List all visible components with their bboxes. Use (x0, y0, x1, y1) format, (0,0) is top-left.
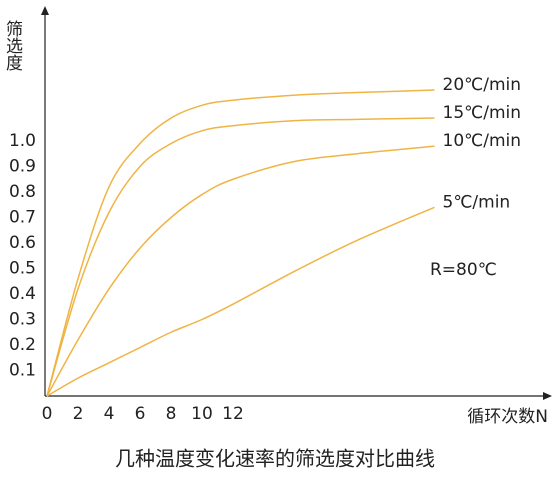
series-label: 15℃/min (443, 103, 522, 123)
series-line (46, 206, 435, 397)
y-tick-label: 0.1 (9, 361, 36, 381)
x-tick-label: 4 (104, 404, 115, 424)
x-tick-label: 10 (191, 404, 213, 424)
y-tick-label: 1.0 (9, 131, 36, 151)
y-axis-label: 筛选度 (2, 20, 23, 71)
x-tick-label: 2 (73, 404, 84, 424)
chart-title: 几种温度变化速率的筛选度对比曲线 (115, 447, 435, 471)
y-tick-label: 0.5 (9, 259, 36, 279)
y-tick-label: 0.9 (9, 157, 36, 177)
y-tick-label: 0.7 (9, 208, 36, 228)
series-label: 20℃/min (443, 75, 522, 95)
y-tick-label: 0.3 (9, 310, 36, 330)
series-line (46, 117, 435, 397)
y-tick-label: 0.2 (9, 335, 36, 355)
x-tick-label: 12 (222, 404, 244, 424)
x-tick-label: 8 (166, 404, 177, 424)
x-tick-label: 0 (42, 404, 53, 424)
series-label: 10℃/min (443, 131, 522, 151)
x-tick-label: 6 (135, 404, 146, 424)
annotation: R=80℃ (430, 260, 497, 280)
y-tick-label: 0.8 (9, 182, 36, 202)
series-line (46, 145, 435, 397)
y-arrow (41, 6, 49, 15)
series-line (46, 89, 435, 397)
y-tick-label: 0.4 (9, 284, 36, 304)
x-axis-label: 循环次数N (467, 407, 548, 427)
x-arrow (543, 392, 552, 400)
y-tick-label: 0.6 (9, 233, 36, 253)
series-label: 5℃/min (443, 192, 511, 212)
